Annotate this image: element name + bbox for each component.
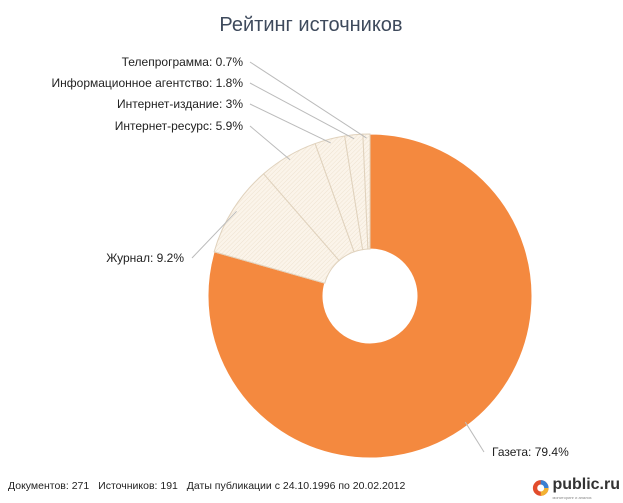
pie-slice-5[interactable] [362,133,371,250]
publicru-logo-icon [532,480,549,496]
logo-text: public.ru [552,476,620,493]
sources-count: Источников: 191 [98,480,178,492]
pie-slice-0[interactable] [207,133,533,459]
leader-line-1 [191,210,237,259]
slice-label-5: Телепрограмма: 0.7% [122,55,244,69]
chart-title: Рейтинг источников [219,14,402,36]
slice-label-2: Интернет-ресурс: 5.9% [115,119,244,133]
footer-stats: Документов: 271 Источников: 191 Даты пуб… [8,480,411,492]
documents-count: Документов: 271 [8,480,90,492]
leader-line-3 [249,103,331,144]
slice-label-4: Информационное агентство: 1.8% [52,76,244,90]
publication-dates: Даты публикации с 24.10.1996 по 20.02.20… [186,480,406,492]
leader-line-4 [249,82,355,140]
slice-label-3: Интернет-издание: 3% [117,97,243,111]
logo-tagline: мониторинг и анализ [552,495,592,500]
leader-line-5 [249,61,367,139]
leader-line-0 [464,421,485,453]
leader-line-2 [249,125,291,161]
publicru-logo[interactable]: public.ru мониторинг и анализ [532,475,620,501]
slice-label-0: Газета: 79.4% [492,445,569,459]
slice-label-1: Журнал: 9.2% [106,251,184,265]
